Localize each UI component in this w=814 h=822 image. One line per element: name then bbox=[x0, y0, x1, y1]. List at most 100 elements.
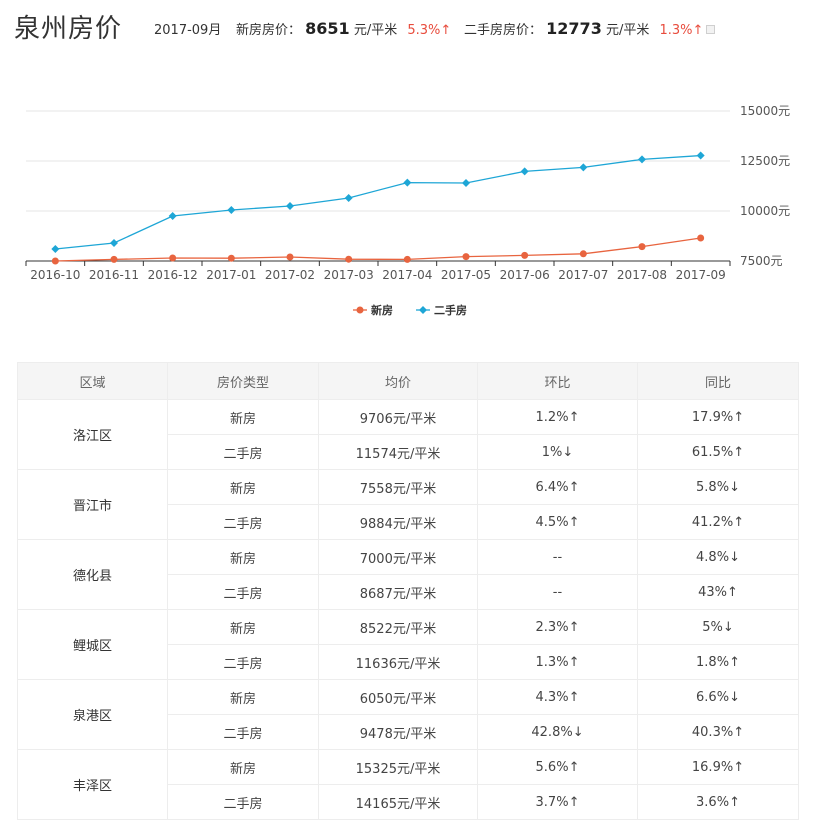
table-row: 德化县 新房 7000元/平米 -- 4.8%↓ bbox=[17, 539, 799, 610]
mom-change-value: -- bbox=[552, 549, 563, 565]
up-arrow-icon: ↑ bbox=[568, 409, 580, 425]
mom-change: 3.7%↑ bbox=[477, 784, 638, 820]
housing-type: 二手房 bbox=[167, 504, 319, 540]
mom-change-value: 1.3% bbox=[535, 654, 569, 670]
district-price-table: 区域 房价类型 均价 环比 同比 洛江区 新房 9706元/平米 1.2%↑ 17.9%… bbox=[17, 362, 799, 820]
mom-change-value: 4.5% bbox=[535, 514, 569, 530]
mom-change: 4.3%↑ bbox=[477, 679, 638, 715]
mom-change: 1.2%↑ bbox=[477, 399, 638, 435]
x-tick-label: 2017-05 bbox=[441, 268, 491, 282]
up-arrow-icon: ↑ bbox=[733, 759, 745, 775]
table-header-row: 区域 房价类型 均价 环比 同比 bbox=[17, 362, 799, 400]
export-icon[interactable] bbox=[706, 25, 715, 34]
data-point-new-home bbox=[345, 255, 353, 263]
new-home-unit: 元/平米 bbox=[353, 23, 398, 38]
up-arrow-icon: ↑ bbox=[440, 23, 452, 38]
yoy-change: 5.8%↓ bbox=[637, 469, 799, 505]
average-price: 9478元/平米 bbox=[318, 714, 478, 750]
district-name[interactable]: 洛江区 bbox=[17, 399, 168, 470]
housing-type: 二手房 bbox=[167, 644, 319, 680]
data-point-new-home bbox=[403, 255, 411, 263]
housing-type: 新房 bbox=[167, 539, 319, 575]
mom-change: 5.6%↑ bbox=[477, 749, 638, 785]
data-point-new-home bbox=[462, 253, 470, 261]
up-arrow-icon: ↑ bbox=[568, 759, 580, 775]
data-point-new-home bbox=[521, 251, 529, 259]
data-point-resale bbox=[520, 167, 529, 176]
average-price: 8687元/平米 bbox=[318, 574, 478, 610]
series-line-new-home bbox=[55, 237, 701, 262]
up-arrow-icon: ↑ bbox=[568, 479, 580, 495]
table-row: 晋江市 新房 7558元/平米 6.4%↑ 5.8%↓ bbox=[17, 469, 799, 540]
resale-price: 12773 bbox=[546, 19, 602, 38]
col-header-type: 房价类型 bbox=[167, 362, 319, 400]
down-arrow-icon: ↓ bbox=[729, 479, 740, 495]
district-name[interactable]: 泉港区 bbox=[17, 679, 168, 750]
series-line-resale bbox=[55, 154, 701, 250]
district-name[interactable]: 丰泽区 bbox=[17, 749, 168, 820]
mom-change: 1.3%↑ bbox=[477, 644, 638, 680]
up-arrow-icon: ↑ bbox=[729, 794, 740, 810]
average-price: 11636元/平米 bbox=[318, 644, 478, 680]
x-tick-label: 2016-12 bbox=[148, 268, 198, 282]
district-name[interactable]: 晋江市 bbox=[17, 469, 168, 540]
price-header: 泉州房价 2017-09月 新房房价： 8651 元/平米 5.3%↑ 二手房房… bbox=[14, 6, 804, 46]
up-arrow-icon: ↑ bbox=[568, 689, 580, 705]
x-tick-label: 2017-07 bbox=[558, 268, 608, 282]
mom-change-value: 6.4% bbox=[535, 479, 569, 495]
legend-marker-new-home bbox=[356, 306, 364, 314]
mom-change-value: 1% bbox=[541, 444, 563, 460]
district-name[interactable]: 鲤城区 bbox=[17, 609, 168, 680]
data-point-resale bbox=[638, 155, 646, 164]
yoy-change-value: 1.8% bbox=[696, 654, 730, 670]
data-point-new-home bbox=[579, 250, 587, 258]
yoy-change: 41.2%↑ bbox=[637, 504, 799, 540]
yoy-change-value: 40.3% bbox=[691, 724, 734, 740]
yoy-change-value: 3.6% bbox=[696, 794, 730, 810]
mom-change-value: 4.3% bbox=[535, 689, 569, 705]
district-name[interactable]: 德化县 bbox=[17, 539, 168, 610]
mom-change-value: 3.7% bbox=[535, 794, 569, 810]
x-tick-label: 2017-09 bbox=[676, 268, 726, 282]
table-row: 洛江区 新房 9706元/平米 1.2%↑ 17.9%↑ bbox=[17, 399, 799, 470]
y-tick-label: 10000元 bbox=[740, 204, 790, 218]
yoy-change: 17.9%↑ bbox=[637, 399, 799, 435]
report-month: 2017-09月 bbox=[154, 23, 222, 38]
yoy-change-value: 41.2% bbox=[691, 514, 734, 530]
mom-change-value: 5.6% bbox=[535, 759, 569, 775]
x-tick-label: 2017-03 bbox=[324, 268, 374, 282]
up-arrow-icon: ↑ bbox=[733, 409, 745, 425]
new-home-summary: 新房房价： 8651 元/平米 5.3%↑ bbox=[236, 19, 451, 38]
up-arrow-icon: ↑ bbox=[727, 584, 738, 600]
y-tick-label: 15000元 bbox=[740, 104, 790, 118]
housing-type: 新房 bbox=[167, 609, 319, 645]
resale-label: 二手房房价： bbox=[464, 23, 543, 38]
mom-change: -- bbox=[477, 539, 638, 575]
mom-change: 42.8%↓ bbox=[477, 714, 638, 750]
yoy-change-value: 4.8% bbox=[696, 549, 730, 565]
average-price: 6050元/平米 bbox=[318, 679, 478, 715]
up-arrow-icon: ↑ bbox=[733, 444, 745, 460]
average-price: 8522元/平米 bbox=[318, 609, 478, 645]
y-tick-label: 12500元 bbox=[740, 154, 790, 168]
data-point-new-home bbox=[227, 254, 235, 262]
data-point-resale bbox=[696, 151, 705, 160]
data-point-resale bbox=[286, 202, 294, 210]
average-price: 11574元/平米 bbox=[318, 434, 478, 470]
legend-marker-resale bbox=[419, 306, 427, 314]
data-point-resale bbox=[462, 179, 470, 187]
yoy-change-value: 5% bbox=[702, 619, 723, 635]
table-row: 二手房 8687元/平米 -- 43%↑ bbox=[18, 574, 799, 610]
housing-type: 二手房 bbox=[167, 434, 319, 470]
x-tick-label: 2017-06 bbox=[500, 268, 550, 282]
up-arrow-icon: ↑ bbox=[733, 724, 745, 740]
x-tick-label: 2017-04 bbox=[382, 268, 432, 282]
city-title: 泉州房价 bbox=[14, 14, 123, 44]
mom-change-value: -- bbox=[552, 584, 563, 600]
yoy-change: 1.8%↑ bbox=[637, 644, 799, 680]
data-point-new-home bbox=[110, 255, 118, 263]
data-point-new-home bbox=[697, 234, 705, 242]
down-arrow-icon: ↓ bbox=[572, 724, 584, 740]
yoy-change-value: 6.6% bbox=[696, 689, 730, 705]
average-price: 7000元/平米 bbox=[318, 539, 478, 575]
